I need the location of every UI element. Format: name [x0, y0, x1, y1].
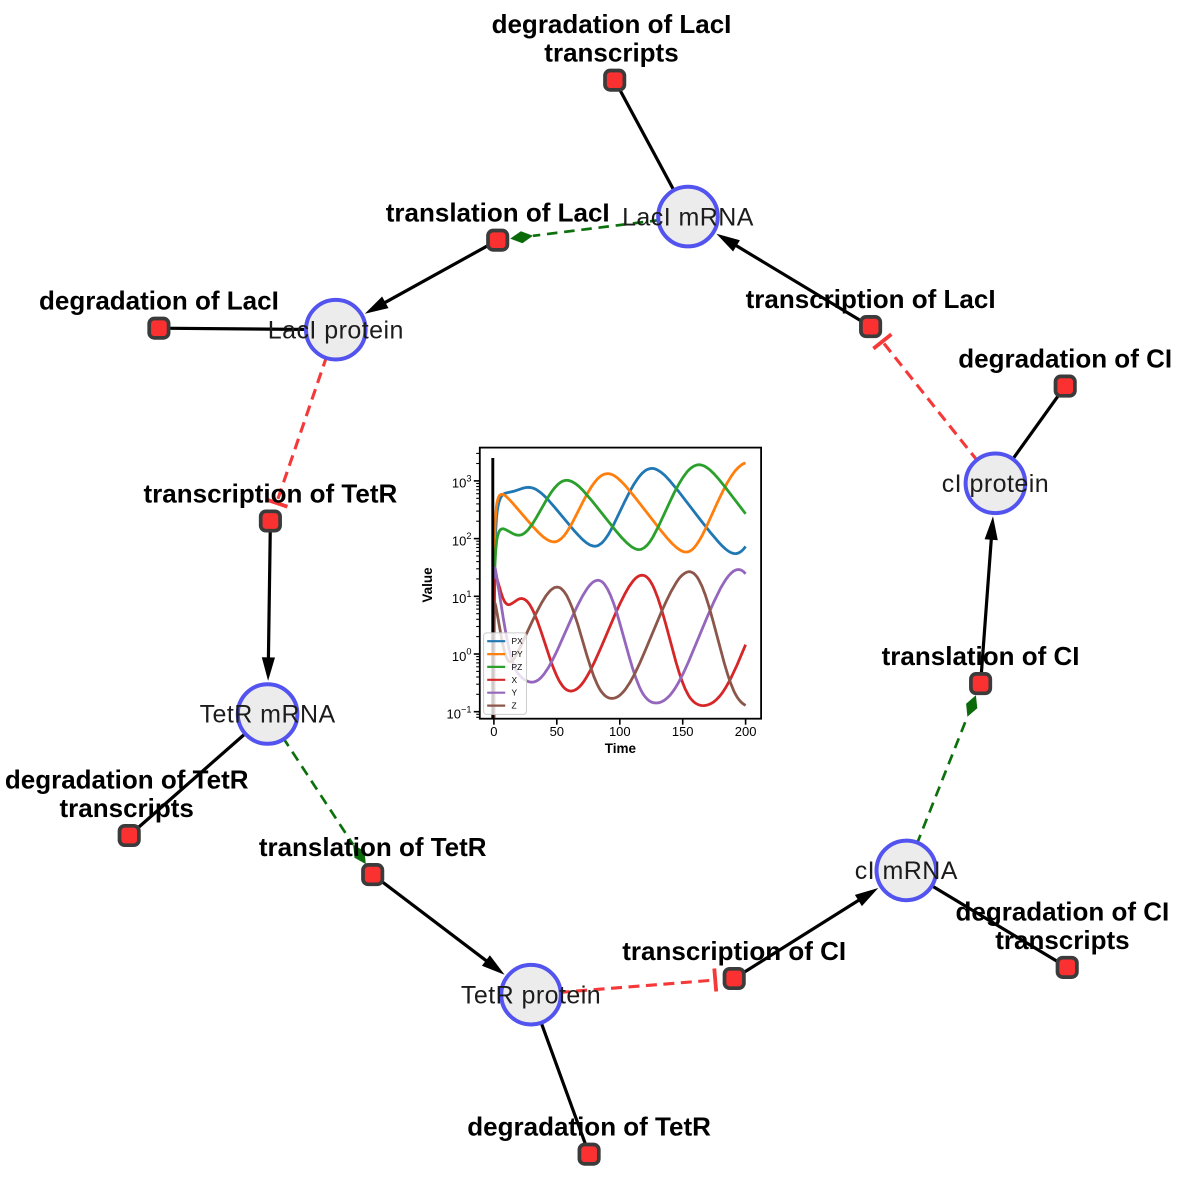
svg-text:0: 0 — [490, 724, 497, 739]
svg-text:degradation of TetR: degradation of TetR — [467, 1112, 711, 1142]
svg-text:200: 200 — [735, 724, 757, 739]
svg-text:PY: PY — [512, 649, 524, 659]
svg-text:50: 50 — [550, 724, 564, 739]
svg-text:degradation of LacI: degradation of LacI — [492, 9, 732, 39]
svg-text:X: X — [512, 675, 518, 685]
svg-text:translation of TetR: translation of TetR — [259, 832, 487, 862]
svg-text:150: 150 — [672, 724, 694, 739]
svg-text:LacI protein: LacI protein — [268, 316, 404, 344]
svg-text:transcription of LacI: transcription of LacI — [746, 284, 996, 314]
svg-text:cI mRNA: cI mRNA — [855, 857, 958, 885]
svg-text:Y: Y — [512, 688, 518, 698]
svg-text:degradation of LacI: degradation of LacI — [39, 286, 279, 316]
svg-text:Value: Value — [420, 567, 435, 603]
svg-text:translation of LacI: translation of LacI — [386, 198, 610, 228]
svg-text:transcripts: transcripts — [544, 38, 678, 68]
svg-text:transcripts: transcripts — [995, 925, 1129, 955]
svg-text:transcripts: transcripts — [60, 793, 194, 823]
svg-text:PX: PX — [512, 636, 524, 646]
svg-text:transcription of CI: transcription of CI — [622, 936, 846, 966]
svg-text:translation of CI: translation of CI — [882, 641, 1080, 671]
svg-text:TetR mRNA: TetR mRNA — [200, 701, 336, 729]
svg-text:transcription of TetR: transcription of TetR — [144, 479, 398, 509]
svg-text:cI protein: cI protein — [942, 470, 1049, 498]
svg-text:PZ: PZ — [512, 662, 523, 672]
svg-text:100: 100 — [609, 724, 631, 739]
svg-text:degradation of CI: degradation of CI — [956, 896, 1170, 926]
svg-text:TetR protein: TetR protein — [461, 981, 601, 1009]
svg-text:degradation of TetR: degradation of TetR — [5, 764, 249, 794]
svg-text:LacI mRNA: LacI mRNA — [622, 203, 754, 231]
svg-text:Time: Time — [605, 741, 637, 756]
svg-text:Z: Z — [512, 701, 517, 711]
svg-text:degradation of CI: degradation of CI — [958, 344, 1172, 374]
